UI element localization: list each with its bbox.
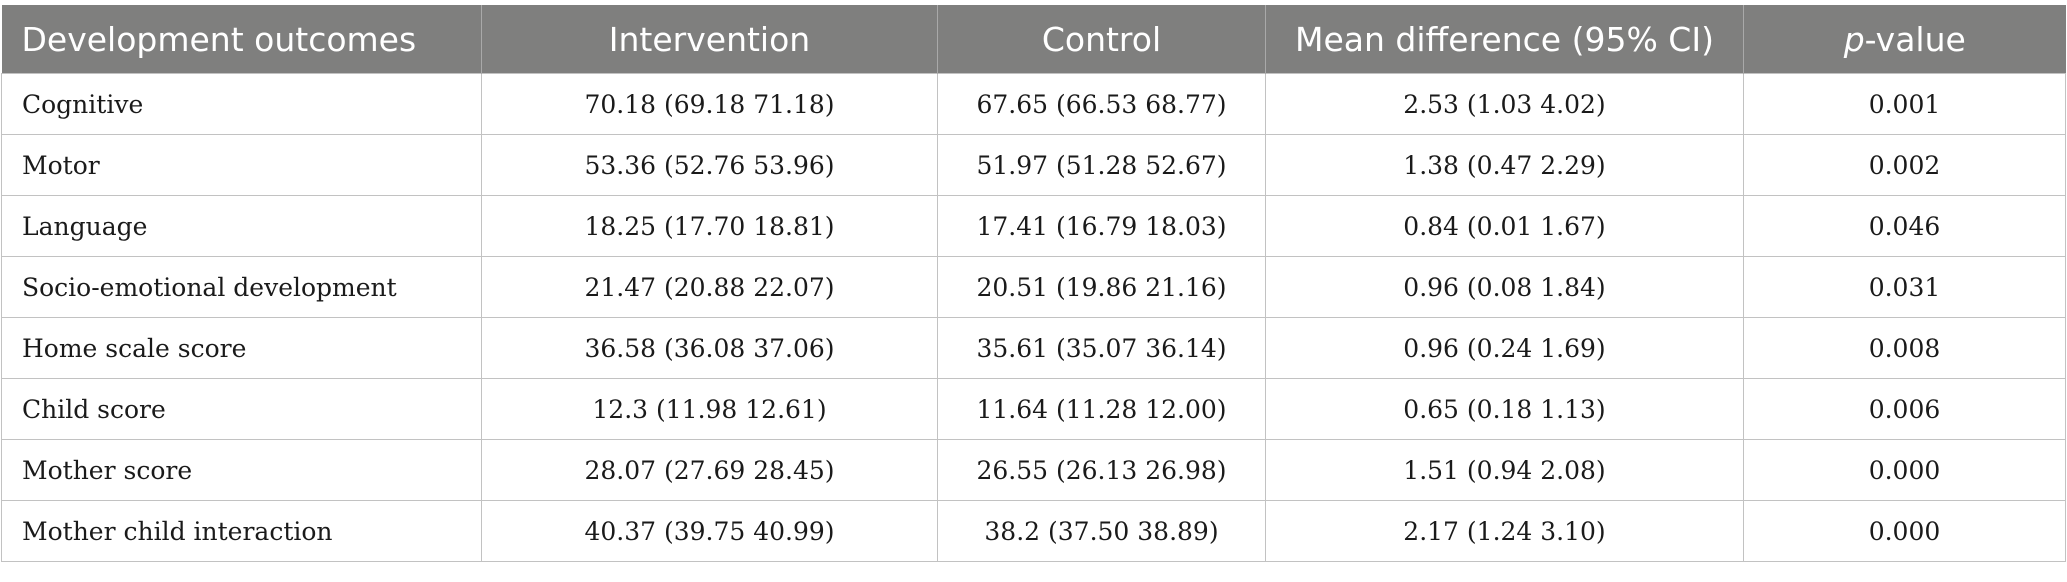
table-row: Home scale score 36.58 (36.08 37.06) 35.… <box>1 317 2066 379</box>
cell-p-value: 0.008 <box>1743 317 2066 379</box>
cell-control: 38.2 (37.50 38.89) <box>937 500 1266 562</box>
table-row: Mother score 28.07 (27.69 28.45) 26.55 (… <box>1 439 2066 501</box>
table-header: Development outcomes Intervention Contro… <box>1 5 2066 74</box>
table-row: Motor 53.36 (52.76 53.96) 51.97 (51.28 5… <box>1 134 2066 196</box>
cell-mean-difference: 0.96 (0.24 1.69) <box>1265 317 1744 379</box>
cell-outcome: Language <box>1 195 482 257</box>
cell-mean-difference: 0.96 (0.08 1.84) <box>1265 256 1744 318</box>
cell-intervention: 21.47 (20.88 22.07) <box>481 256 938 318</box>
cell-outcome: Motor <box>1 134 482 196</box>
cell-outcome: Cognitive <box>1 73 482 135</box>
cell-mean-difference: 1.51 (0.94 2.08) <box>1265 439 1744 501</box>
cell-control: 26.55 (26.13 26.98) <box>937 439 1266 501</box>
cell-outcome: Home scale score <box>1 317 482 379</box>
cell-p-value: 0.000 <box>1743 439 2066 501</box>
cell-p-value: 0.001 <box>1743 73 2066 135</box>
cell-control: 11.64 (11.28 12.00) <box>937 378 1266 440</box>
table-row: Mother child interaction 40.37 (39.75 40… <box>1 500 2066 562</box>
cell-intervention: 12.3 (11.98 12.61) <box>481 378 938 440</box>
cell-intervention: 36.58 (36.08 37.06) <box>481 317 938 379</box>
cell-outcome: Mother score <box>1 439 482 501</box>
cell-outcome: Child score <box>1 378 482 440</box>
outcomes-table: Development outcomes Intervention Contro… <box>1 5 2066 562</box>
cell-intervention: 18.25 (17.70 18.81) <box>481 195 938 257</box>
cell-p-value: 0.000 <box>1743 500 2066 562</box>
cell-p-value: 0.002 <box>1743 134 2066 196</box>
cell-mean-difference: 2.17 (1.24 3.10) <box>1265 500 1744 562</box>
cell-control: 35.61 (35.07 36.14) <box>937 317 1266 379</box>
header-row: Development outcomes Intervention Contro… <box>1 5 2066 74</box>
header-p-letter: p <box>1843 19 1865 59</box>
table-row: Child score 12.3 (11.98 12.61) 11.64 (11… <box>1 378 2066 440</box>
cell-control: 67.65 (66.53 68.77) <box>937 73 1266 135</box>
header-mean-difference: Mean difference (95% CI) <box>1265 5 1744 74</box>
cell-control: 20.51 (19.86 21.16) <box>937 256 1266 318</box>
cell-p-value: 0.046 <box>1743 195 2066 257</box>
cell-intervention: 40.37 (39.75 40.99) <box>481 500 938 562</box>
cell-intervention: 70.18 (69.18 71.18) <box>481 73 938 135</box>
cell-outcome: Mother child interaction <box>1 500 482 562</box>
cell-outcome: Socio-emotional development <box>1 256 482 318</box>
cell-intervention: 53.36 (52.76 53.96) <box>481 134 938 196</box>
cell-control: 17.41 (16.79 18.03) <box>937 195 1266 257</box>
header-outcome: Development outcomes <box>1 5 482 74</box>
table-row: Socio-emotional development 21.47 (20.88… <box>1 256 2066 318</box>
table-row: Cognitive 70.18 (69.18 71.18) 67.65 (66.… <box>1 73 2066 135</box>
header-control: Control <box>937 5 1266 74</box>
cell-control: 51.97 (51.28 52.67) <box>937 134 1266 196</box>
header-p-suffix: -value <box>1864 19 1966 59</box>
table-row: Language 18.25 (17.70 18.81) 17.41 (16.7… <box>1 195 2066 257</box>
cell-mean-difference: 2.53 (1.03 4.02) <box>1265 73 1744 135</box>
cell-mean-difference: 0.84 (0.01 1.67) <box>1265 195 1744 257</box>
header-intervention: Intervention <box>481 5 938 74</box>
cell-intervention: 28.07 (27.69 28.45) <box>481 439 938 501</box>
header-p-value: p-value <box>1743 5 2066 74</box>
cell-p-value: 0.031 <box>1743 256 2066 318</box>
cell-mean-difference: 1.38 (0.47 2.29) <box>1265 134 1744 196</box>
table-body: Cognitive 70.18 (69.18 71.18) 67.65 (66.… <box>1 73 2066 562</box>
cell-mean-difference: 0.65 (0.18 1.13) <box>1265 378 1744 440</box>
cell-p-value: 0.006 <box>1743 378 2066 440</box>
